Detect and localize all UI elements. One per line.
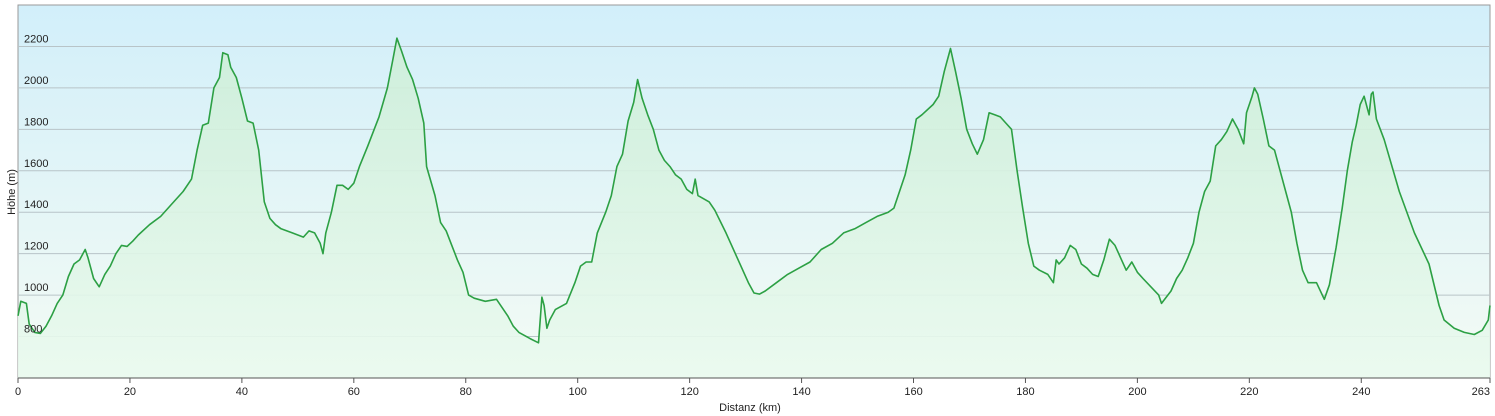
x-tick-label: 263 (1472, 386, 1490, 398)
x-axis-label: Distanz (km) (719, 402, 781, 414)
y-tick-label: 2000 (24, 75, 48, 87)
y-tick-label: 1400 (24, 199, 48, 211)
x-tick-label: 60 (348, 386, 360, 398)
x-tick-label: 240 (1352, 386, 1370, 398)
x-tick-label: 80 (460, 386, 472, 398)
x-tick-label: 140 (792, 386, 810, 398)
area-fill (18, 38, 1490, 378)
y-tick-label: 1000 (24, 282, 48, 294)
x-tick-label: 40 (236, 386, 248, 398)
x-tick-label: 100 (569, 386, 587, 398)
x-tick-label: 0 (15, 386, 21, 398)
y-tick-label: 1600 (24, 158, 48, 170)
y-tick-label: 1200 (24, 241, 48, 253)
x-tick-label: 200 (1128, 386, 1146, 398)
y-tick-label: 800 (24, 324, 42, 336)
y-tick-label: 2200 (24, 33, 48, 45)
x-tick-label: 180 (1016, 386, 1034, 398)
x-tick-label: 20 (124, 386, 136, 398)
y-tick-label: 1800 (24, 116, 48, 128)
x-tick-label: 160 (904, 386, 922, 398)
elevation-line (17, 37, 1491, 344)
x-tick-label: 220 (1240, 386, 1258, 398)
y-axis-label: Höhe (m) (6, 169, 18, 215)
x-tick-label: 120 (680, 386, 698, 398)
